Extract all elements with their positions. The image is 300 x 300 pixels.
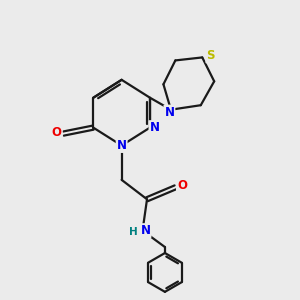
Text: N: N	[149, 121, 160, 134]
Text: O: O	[177, 179, 187, 192]
Text: H: H	[129, 227, 137, 237]
Text: N: N	[117, 139, 127, 152]
Text: N: N	[164, 106, 174, 118]
Text: N: N	[140, 224, 151, 237]
Text: O: O	[52, 127, 62, 140]
Text: S: S	[206, 50, 215, 62]
